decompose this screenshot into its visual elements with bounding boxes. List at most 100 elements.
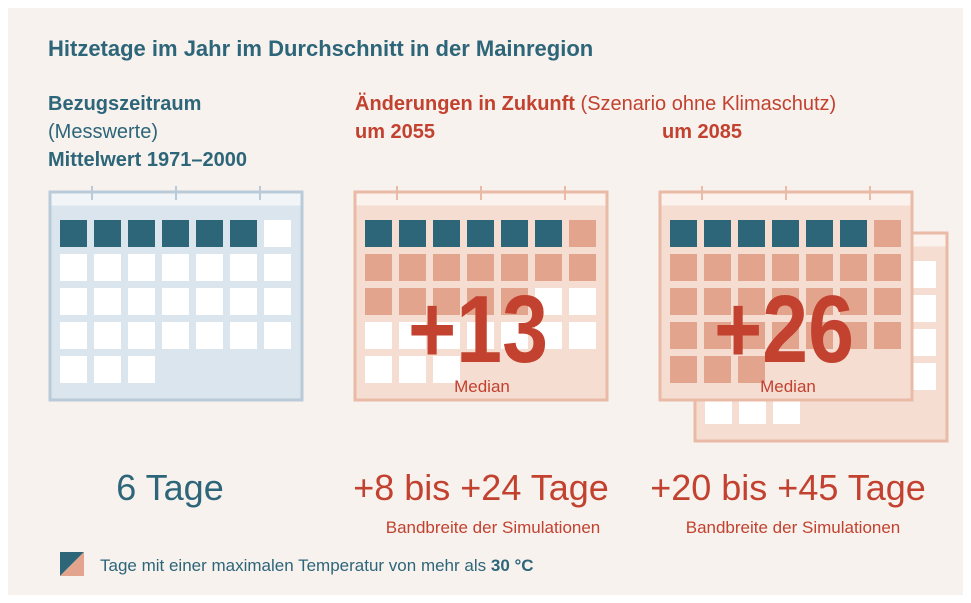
reference-heading: Bezugszeitraum (48, 93, 201, 115)
reference-period: Mittelwert 1971–2000 (48, 149, 247, 171)
day (535, 254, 562, 281)
legend-main: Tage mit einer maximalen Temperatur von … (100, 556, 486, 575)
day (365, 322, 392, 349)
day (535, 322, 562, 349)
day (501, 322, 528, 349)
day (569, 322, 596, 349)
day (535, 220, 562, 247)
day (840, 322, 867, 349)
period: um 2085 (662, 121, 742, 143)
day (535, 288, 562, 315)
day (60, 220, 87, 247)
calendars (48, 186, 949, 443)
day (467, 288, 494, 315)
day (772, 322, 799, 349)
day (399, 288, 426, 315)
day (230, 254, 257, 281)
day (264, 322, 291, 349)
day (670, 288, 697, 315)
day (670, 322, 697, 349)
day (60, 254, 87, 281)
day (704, 322, 731, 349)
day (128, 254, 155, 281)
day (399, 254, 426, 281)
day (670, 220, 697, 247)
day (874, 288, 901, 315)
day (433, 322, 460, 349)
day (94, 356, 121, 383)
day (128, 356, 155, 383)
day (806, 322, 833, 349)
day (60, 288, 87, 315)
day (365, 356, 392, 383)
day (60, 322, 87, 349)
legend-threshold: 30 °C (491, 556, 534, 575)
day (738, 220, 765, 247)
day (433, 356, 460, 383)
day (128, 220, 155, 247)
day (162, 288, 189, 315)
reference-value: 6 Tage (116, 467, 223, 508)
day (230, 220, 257, 247)
range-label: Bandbreite der Simulationen (686, 518, 901, 537)
day (569, 254, 596, 281)
day (467, 254, 494, 281)
day (569, 288, 596, 315)
day (840, 288, 867, 315)
day (738, 322, 765, 349)
day (399, 322, 426, 349)
future-heading-sub: (Szenario ohne Klimaschutz) (581, 93, 837, 115)
day (433, 220, 460, 247)
day (670, 356, 697, 383)
day (162, 220, 189, 247)
day (264, 288, 291, 315)
day (433, 288, 460, 315)
day (874, 254, 901, 281)
day (94, 254, 121, 281)
day (467, 322, 494, 349)
day (230, 288, 257, 315)
day (704, 254, 731, 281)
period: um 2055 (355, 121, 435, 143)
median-label: Median (760, 377, 816, 396)
day (196, 220, 223, 247)
day (704, 220, 731, 247)
range: +8 bis +24 Tage (353, 467, 609, 508)
range: +20 bis +45 Tage (650, 467, 926, 508)
legend-text: Tage mit einer maximalen Temperatur von … (100, 556, 534, 575)
median-value: +13 (408, 275, 548, 382)
day (196, 288, 223, 315)
day (806, 220, 833, 247)
day (467, 220, 494, 247)
reference-subheading: (Messwerte) (48, 121, 158, 143)
day (501, 220, 528, 247)
day (874, 322, 901, 349)
day (399, 220, 426, 247)
day (704, 356, 731, 383)
day (365, 254, 392, 281)
day (806, 288, 833, 315)
title: Hitzetage im Jahr im Durchschnitt in der… (48, 36, 593, 61)
day (94, 220, 121, 247)
range-label: Bandbreite der Simulationen (386, 518, 601, 537)
day (840, 220, 867, 247)
future-heading-main: Änderungen in Zukunft (355, 92, 575, 115)
day (60, 356, 87, 383)
day (196, 254, 223, 281)
day (670, 254, 697, 281)
day (230, 322, 257, 349)
day (162, 254, 189, 281)
legend-icon-red (60, 552, 84, 576)
day (501, 254, 528, 281)
day (738, 288, 765, 315)
overlay-texts: +13 Median +26 Median (408, 275, 854, 396)
day (365, 288, 392, 315)
day (264, 220, 291, 247)
day (264, 254, 291, 281)
day (162, 322, 189, 349)
day (365, 220, 392, 247)
day (569, 220, 596, 247)
day (738, 356, 765, 383)
day (94, 322, 121, 349)
